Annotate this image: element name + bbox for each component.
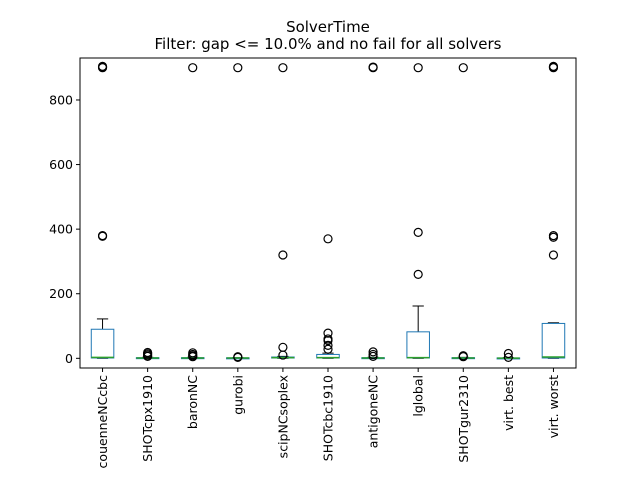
flier-point: [323, 234, 333, 244]
flier-point: [278, 63, 288, 73]
y-tick-label: 200: [49, 286, 73, 301]
y-tick-label: 0: [65, 351, 73, 366]
y-tick-label: 600: [49, 157, 73, 172]
box-group: [496, 348, 521, 362]
x-tick-label: SHOTcbc1910: [321, 375, 336, 461]
box-group: [406, 63, 430, 359]
box-group: [90, 61, 115, 359]
box-group: [271, 63, 295, 360]
box-group: [180, 63, 205, 362]
flier-point: [368, 349, 378, 360]
flier-point: [413, 227, 423, 237]
flier-point: [548, 231, 559, 241]
flier-point: [97, 231, 108, 241]
flier-point: [188, 348, 198, 358]
plot-frame: [79, 57, 577, 369]
x-tick-label: SHOTcpx1910: [140, 375, 155, 462]
flier-point: [548, 250, 559, 260]
box-group: [135, 347, 160, 361]
box-group: [451, 63, 476, 362]
flier-point: [368, 347, 378, 357]
box-group: [361, 62, 385, 361]
box-group: [541, 61, 566, 359]
y-axis: 0 200 400 600 800: [49, 92, 80, 366]
flier-point: [323, 340, 333, 350]
box-iqr: [541, 322, 566, 359]
chart-subtitle: Filter: gap <= 10.0% and no fail for all…: [155, 35, 502, 53]
x-axis: couenneNCcbc SHOTcpx1910 baronNC gurobi scip…: [95, 368, 561, 468]
flier-point: [188, 63, 198, 73]
flier-point: [143, 347, 153, 358]
x-tick-label: SHOTgur2310: [456, 375, 471, 463]
flier-point: [548, 61, 559, 71]
flier-point: [458, 351, 468, 361]
chart-title: SolverTime: [286, 18, 370, 36]
x-tick-label: antigoneNC: [366, 375, 381, 449]
flier-point: [233, 352, 243, 362]
x-tick-label: couenneNCcbc: [95, 375, 110, 469]
flier-point: [278, 342, 288, 352]
flier-point: [413, 269, 423, 279]
x-tick-label: virt. best: [501, 375, 516, 431]
flier-point: [97, 61, 108, 71]
box-iqr: [406, 331, 430, 359]
y-tick-label: 400: [49, 222, 73, 237]
x-tick-label: scipNCsoplex: [275, 375, 290, 458]
flier-point: [413, 63, 423, 73]
x-tick-label: baronNC: [185, 375, 200, 429]
flier-point: [323, 344, 333, 354]
flier-point: [503, 352, 513, 362]
flier-point: [233, 63, 243, 73]
x-tick-label: gurobi: [230, 375, 245, 415]
flier-point: [458, 63, 468, 73]
box-iqr: [90, 328, 115, 359]
flier-point: [278, 250, 288, 260]
flier-point: [323, 334, 333, 344]
x-tick-label: lglobal: [411, 375, 426, 417]
box-series: [90, 61, 566, 362]
flier-point: [503, 348, 513, 359]
y-tick-label: 800: [49, 92, 73, 107]
x-tick-label: virt. worst: [546, 375, 561, 438]
flier-point: [368, 62, 378, 72]
box-group: [226, 63, 250, 362]
flier-point: [323, 328, 333, 338]
box-group: [316, 234, 340, 359]
